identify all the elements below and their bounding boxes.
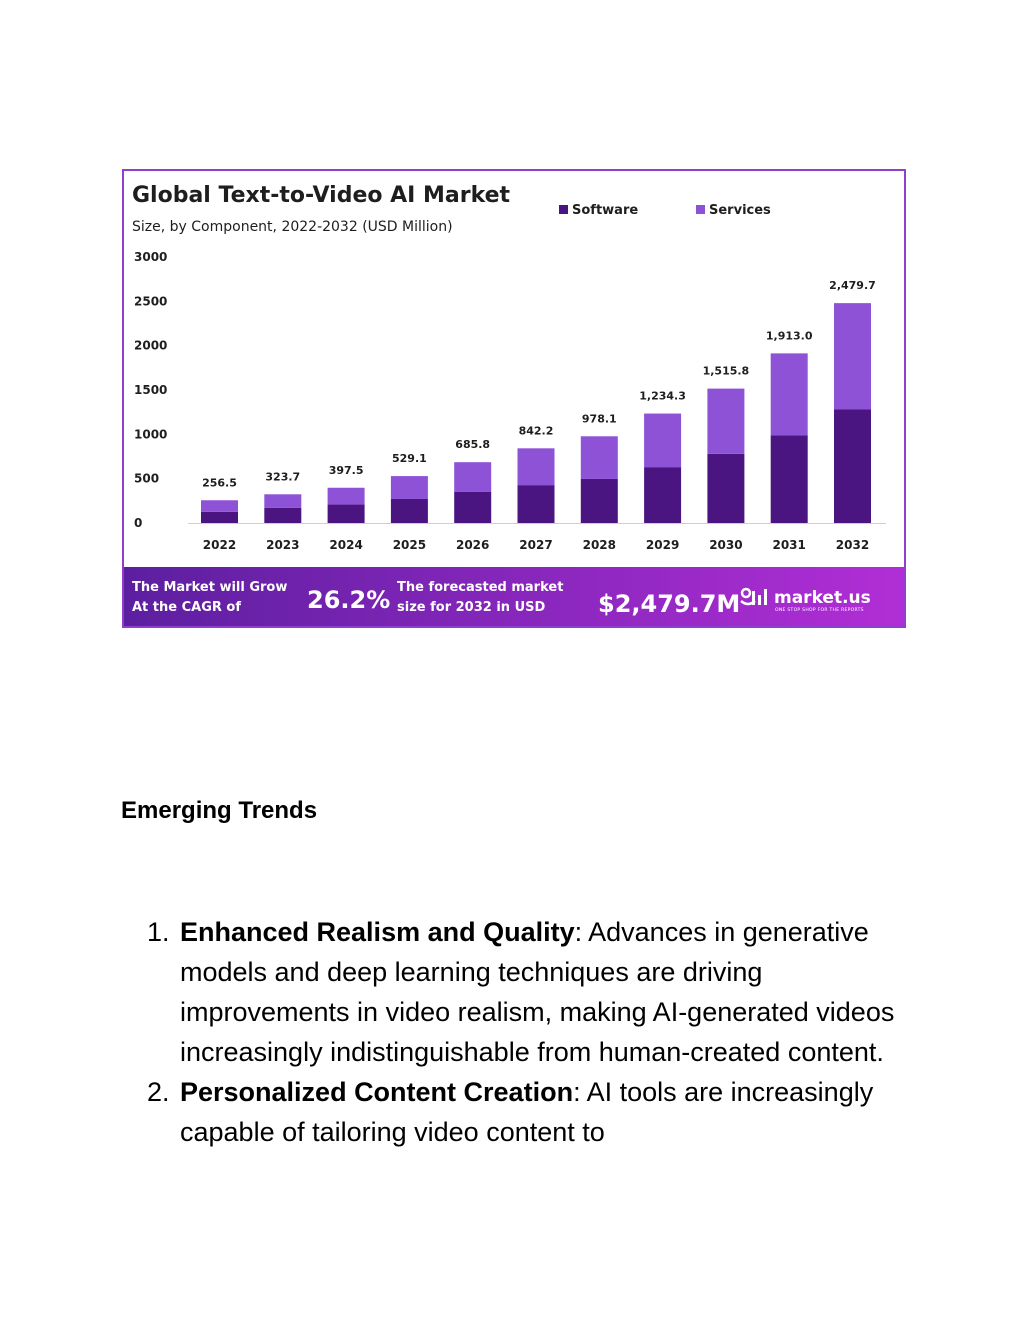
cagr-text-line1: The Market will Grow [132, 580, 287, 595]
bar-services-2023 [264, 494, 302, 508]
forecast-text-line2: size for 2032 in USD [397, 600, 545, 615]
y-tick-label: 1000 [134, 427, 167, 441]
trend-title: Personalized Content Creation [180, 1077, 574, 1107]
section-heading: Emerging Trends [121, 797, 318, 824]
x-tick-label-2029: 2029 [646, 538, 679, 552]
forecast-text-line1: The forecasted market [397, 580, 563, 595]
x-tick-label-2023: 2023 [266, 538, 299, 552]
x-tick-label-2031: 2031 [772, 538, 805, 552]
cagr-value: 26.2% [307, 586, 390, 614]
banner-background [124, 567, 904, 626]
total-label-2025: 529.1 [392, 452, 427, 465]
bar-services-2026 [454, 462, 492, 492]
bar-services-2027 [517, 448, 555, 486]
y-tick-label: 2500 [134, 294, 167, 308]
x-axis: 2022 2023 2024 2025 2026 2027 2028 2029 2030 2031… [203, 538, 869, 552]
total-label-2022: 256.5 [202, 476, 237, 489]
bar-software-2022 [201, 511, 238, 523]
bar-software-2027 [517, 485, 555, 523]
bars-group: 256.5 323.7 397.5 529.1 685.8 842.2 978.1 1,234… [201, 279, 876, 523]
bar-services-2025 [390, 476, 428, 499]
trend-number: 2. [147, 1077, 170, 1107]
x-tick-label-2027: 2027 [519, 538, 552, 552]
y-axis: 0 500 1000 1500 2000 2500 3000 [134, 250, 886, 530]
bar-services-2032 [834, 303, 871, 410]
chart-title: Global Text-to-Video AI Market [132, 183, 511, 208]
trend-text: : AI tools are increasingly capable of t… [180, 1077, 874, 1147]
x-tick-label-2028: 2028 [583, 538, 616, 552]
bar-software-2023 [264, 507, 302, 523]
bar-services-2029 [644, 413, 682, 468]
y-tick-label: 500 [134, 472, 159, 486]
market-chart-figure: Global Text-to-Video AI Market Size, by … [122, 169, 906, 628]
legend-swatch-services [696, 205, 705, 214]
brand-name: market.us [774, 588, 871, 608]
x-tick-label-2024: 2024 [329, 538, 362, 552]
total-label-2026: 685.8 [455, 438, 490, 451]
x-tick-label-2022: 2022 [203, 538, 236, 552]
trend-title: Enhanced Realism and Quality [180, 917, 575, 947]
bar-software-2028 [580, 478, 618, 523]
legend-swatch-software [559, 205, 568, 214]
bar-software-2026 [454, 491, 492, 523]
total-label-2032: 2,479.7 [829, 279, 876, 292]
total-label-2028: 978.1 [582, 412, 617, 425]
x-tick-label-2025: 2025 [393, 538, 426, 552]
total-label-2027: 842.2 [519, 424, 554, 437]
brand-tagline: ONE STOP SHOP FOR THE REPORTS [775, 607, 864, 613]
bar-services-2024 [327, 487, 365, 505]
bar-software-2031 [770, 435, 808, 523]
y-tick-label: 2000 [134, 339, 167, 353]
bar-software-2032 [834, 409, 871, 523]
market-us-logo-icon [740, 587, 767, 606]
bar-services-2030 [707, 388, 745, 454]
bar-services-2028 [580, 436, 618, 479]
x-tick-label-2026: 2026 [456, 538, 489, 552]
summary-banner: The Market will Grow At the CAGR of 26.2… [124, 567, 904, 626]
total-label-2031: 1,913.0 [766, 329, 813, 342]
bar-software-2025 [390, 498, 428, 523]
trend-list: 1. Enhanced Realism and Quality: Advance… [0, 912, 1024, 1152]
bar-software-2030 [707, 453, 745, 523]
bar-software-2024 [327, 504, 365, 523]
chart-subtitle: Size, by Component, 2022-2032 (USD Milli… [132, 219, 453, 235]
cagr-text-line2: At the CAGR of [132, 600, 241, 615]
market-chart-svg: Global Text-to-Video AI Market Size, by … [124, 183, 904, 626]
total-label-2024: 397.5 [329, 464, 364, 477]
trend-text: : Advances in generative models and deep… [180, 917, 895, 1067]
total-label-2023: 323.7 [265, 470, 300, 483]
legend-label-software: Software [572, 203, 638, 218]
bar-software-2029 [644, 467, 682, 523]
total-label-2030: 1,515.8 [703, 365, 750, 378]
bar-services-2031 [770, 353, 808, 436]
y-tick-label: 0 [134, 516, 142, 530]
total-label-2029: 1,234.3 [639, 390, 686, 403]
trend-item-1: 1. Enhanced Realism and Quality: Advance… [0, 912, 900, 1072]
y-tick-label: 3000 [134, 250, 167, 264]
x-tick-label-2030: 2030 [709, 538, 742, 552]
trend-number: 1. [147, 917, 170, 947]
y-tick-label: 1500 [134, 383, 167, 397]
trend-item-2: 2. Personalized Content Creation: AI too… [0, 1072, 900, 1152]
bar-services-2022 [201, 500, 238, 512]
forecast-value: $2,479.7M [598, 590, 740, 618]
legend-label-services: Services [709, 203, 771, 218]
x-tick-label-2032: 2032 [836, 538, 869, 552]
